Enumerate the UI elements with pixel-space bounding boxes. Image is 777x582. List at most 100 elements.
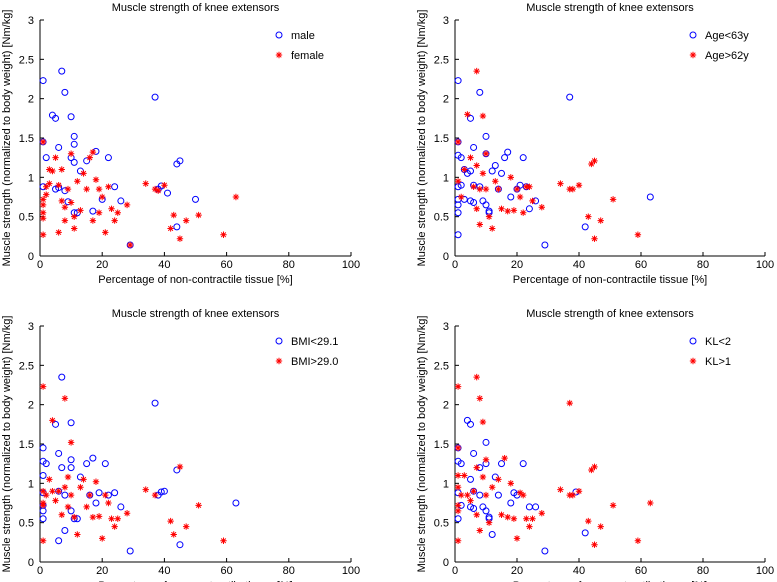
data-point <box>476 527 483 534</box>
data-point <box>575 488 583 495</box>
x-tick-label: 0 <box>452 565 458 577</box>
x-tick-label: 60 <box>635 259 647 271</box>
legend-label: BMI<29.1 <box>291 336 338 348</box>
data-point <box>70 140 78 148</box>
y-tick-label: 1 <box>28 172 34 184</box>
data-point <box>89 148 97 156</box>
y-tick-label: 2.5 <box>434 54 449 66</box>
y-tick-label: 0 <box>28 557 34 569</box>
data-point <box>195 211 202 219</box>
data-point <box>507 193 515 201</box>
data-point <box>529 197 536 205</box>
data-point <box>457 181 465 189</box>
data-point <box>541 547 549 555</box>
x-tick-label: 60 <box>220 565 232 577</box>
data-point <box>71 213 78 220</box>
data-point <box>454 502 462 509</box>
data-point <box>151 399 159 407</box>
x-tick-label: 20 <box>96 565 108 577</box>
data-point <box>55 229 62 236</box>
chart-panel-1: 0 20 40 60 80 100 0 0.5 1 1.5 2 2.5 3 Muscle strength… <box>1 2 360 286</box>
series-1 <box>39 373 240 555</box>
data-point <box>39 502 47 509</box>
data-point <box>39 515 47 523</box>
y-axis-label: Muscle strength (normalized to body weig… <box>416 316 428 573</box>
data-point <box>525 205 533 213</box>
data-point <box>55 182 62 189</box>
series-2 <box>454 67 642 242</box>
data-point <box>164 189 172 197</box>
data-point <box>182 217 190 224</box>
data-point <box>609 502 617 509</box>
data-point <box>492 178 499 185</box>
legend-marker <box>275 357 283 365</box>
x-axis-label: Percentage of non-contractile tissue [%] <box>98 274 292 286</box>
data-point <box>61 88 69 96</box>
y-tick-label: 0 <box>443 251 449 263</box>
data-point <box>464 111 471 118</box>
data-point <box>92 499 100 507</box>
data-point <box>491 162 499 170</box>
data-point <box>454 383 462 390</box>
data-point <box>520 491 527 499</box>
data-point <box>39 138 47 146</box>
data-point <box>510 515 518 522</box>
data-point <box>176 235 184 242</box>
data-point <box>482 456 490 463</box>
legend-label: Age<63y <box>705 30 749 42</box>
series-2 <box>39 138 240 249</box>
data-point <box>588 466 595 474</box>
y-axis-label: Muscle strength (normalized to body weig… <box>1 316 13 573</box>
data-point <box>95 489 103 497</box>
data-point <box>575 182 583 189</box>
data-point <box>467 114 474 122</box>
data-point <box>609 196 617 203</box>
data-point <box>67 491 75 499</box>
data-point <box>101 460 109 468</box>
x-tick-label: 20 <box>511 259 523 271</box>
data-point <box>597 217 604 224</box>
data-point <box>67 507 75 515</box>
legend-marker <box>275 51 283 59</box>
x-axis-label: Percentage of non-contractile tissue [%] <box>513 580 707 582</box>
data-point <box>541 241 549 249</box>
y-tick-label: 1.5 <box>434 133 449 145</box>
legend: Age<63y Age>62y <box>682 22 762 66</box>
legend-box <box>268 22 348 66</box>
y-tick-label: 1 <box>28 478 34 490</box>
data-point <box>513 185 521 193</box>
x-tick-label: 60 <box>635 565 647 577</box>
data-point <box>117 503 125 511</box>
data-point <box>581 529 589 537</box>
data-point <box>464 491 471 499</box>
data-point <box>467 167 474 175</box>
legend: KL<2 KL>1 <box>682 328 762 372</box>
data-point <box>80 476 87 483</box>
data-point <box>39 201 47 209</box>
data-point <box>566 93 574 101</box>
legend-label: KL<2 <box>705 336 731 348</box>
data-point <box>482 201 490 209</box>
data-point <box>585 213 592 220</box>
data-point <box>92 478 100 485</box>
data-point <box>454 231 462 239</box>
data-point <box>70 132 78 140</box>
data-point <box>192 195 199 203</box>
data-point <box>39 196 47 203</box>
data-point <box>504 513 511 521</box>
data-point <box>566 399 573 407</box>
data-point <box>111 217 118 224</box>
data-point <box>489 225 496 232</box>
legend-box <box>268 328 348 372</box>
data-point <box>55 537 63 545</box>
x-tick-label: 80 <box>283 259 295 271</box>
data-point <box>58 511 65 518</box>
data-point <box>58 67 66 75</box>
data-point <box>39 537 47 544</box>
legend-label: BMI>29.0 <box>291 356 338 368</box>
data-point <box>46 180 53 187</box>
data-point <box>470 199 478 207</box>
data-point <box>157 488 165 496</box>
chart-title: Muscle strength of knee extensors <box>112 308 280 320</box>
data-point <box>67 419 75 427</box>
